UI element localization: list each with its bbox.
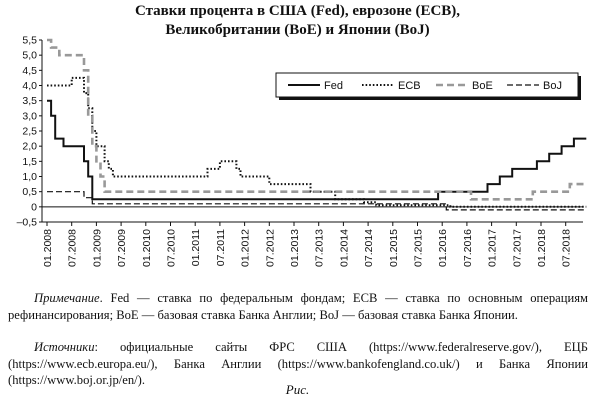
note-lead: Примечание bbox=[34, 291, 100, 305]
legend-label-ecb: ECB bbox=[398, 80, 421, 92]
y-tick-label: 2,5 bbox=[22, 126, 37, 138]
series-line-fed bbox=[47, 99, 587, 201]
y-tick-label: –0,5 bbox=[17, 217, 38, 229]
series-line-boe bbox=[47, 38, 587, 201]
chart-title: Ставки процента в США (Fed), еврозоне (E… bbox=[0, 2, 595, 40]
sources-text: : официальные сайты ФРС США (https://www… bbox=[8, 340, 588, 387]
x-tick-label: 01.2015 bbox=[388, 229, 400, 267]
x-tick-label: 07.2014 bbox=[363, 229, 375, 267]
x-tick-label: 07.2009 bbox=[116, 229, 128, 267]
y-tick-label: 0,5 bbox=[22, 186, 37, 198]
x-tick-label: 01.2018 bbox=[536, 229, 548, 267]
chart-title-line-1: Ставки процента в США (Fed), еврозоне (E… bbox=[134, 3, 461, 19]
figure-caption: Рис. bbox=[285, 382, 310, 397]
y-tick-label: 1,0 bbox=[22, 171, 37, 183]
x-tick-label: 07.2015 bbox=[413, 229, 425, 267]
series-lines bbox=[47, 38, 587, 211]
x-tick-label: 01.2009 bbox=[91, 229, 103, 267]
x-tick-label: 07.2017 bbox=[511, 229, 523, 267]
chart-title-line-2: Великобритании (BoE) и Японии (BoJ) bbox=[165, 22, 430, 38]
y-tick-label: 4,0 bbox=[22, 80, 37, 92]
rates-line-chart: –0,5 0 0,5 1,0 1,5 2,0 2,5 3,0 3,5 4,0 4,5 5,0 5,5 01… bbox=[17, 36, 587, 267]
y-tick-label: 1,5 bbox=[22, 156, 37, 168]
x-tick-label: 07.2012 bbox=[264, 229, 276, 267]
series-line-boj bbox=[47, 191, 587, 211]
x-tick-label: 01.2016 bbox=[437, 229, 449, 267]
x-tick-label: 07.2008 bbox=[67, 229, 79, 267]
x-tick-label: 01.2011 bbox=[190, 229, 202, 266]
x-tick-label: 01.2008 bbox=[42, 229, 54, 267]
x-tick-label: 01.2010 bbox=[141, 229, 153, 267]
legend: Fed ECB BoE BoJ bbox=[275, 72, 581, 100]
x-tick-label: 01.2013 bbox=[289, 229, 301, 267]
y-tick-label: 0 bbox=[31, 201, 37, 213]
axes: –0,5 0 0,5 1,0 1,5 2,0 2,5 3,0 3,5 4,0 4,5 5,0 5,5 01… bbox=[17, 36, 583, 267]
y-tick-label: 3,0 bbox=[22, 110, 37, 122]
x-tick-label: 07.2011 bbox=[215, 229, 227, 266]
y-tick-label: 3,5 bbox=[22, 95, 37, 107]
x-tick-label: 07.2013 bbox=[314, 229, 326, 267]
x-tick-label: 07.2016 bbox=[462, 229, 474, 267]
y-tick-label: 5,5 bbox=[22, 36, 37, 47]
series-line-ecb bbox=[47, 76, 587, 208]
note-text: . Fed — ставка по федеральным фондам; EC… bbox=[8, 291, 588, 322]
chart-note: Примечание. Fed — ставка по федеральным … bbox=[8, 290, 588, 323]
sources-lead: Источники bbox=[34, 340, 95, 354]
x-tick-label: 07.2018 bbox=[561, 229, 573, 267]
legend-label-boe: BoE bbox=[472, 80, 493, 92]
legend-label-fed: Fed bbox=[324, 80, 343, 92]
chart-sources: Источники: официальные сайты ФРС США (ht… bbox=[8, 339, 588, 389]
y-tick-label: 5,0 bbox=[22, 50, 37, 62]
y-tick-label: 4,5 bbox=[22, 65, 37, 77]
x-tick-label: 01.2014 bbox=[338, 229, 350, 267]
x-tick-label: 07.2010 bbox=[166, 229, 178, 267]
y-tick-label: 2,0 bbox=[22, 141, 37, 153]
x-tick-label: 01.2012 bbox=[240, 229, 252, 267]
legend-box bbox=[275, 72, 579, 98]
legend-label-boj: BoJ bbox=[543, 80, 562, 92]
x-tick-label: 01.2017 bbox=[487, 229, 499, 267]
